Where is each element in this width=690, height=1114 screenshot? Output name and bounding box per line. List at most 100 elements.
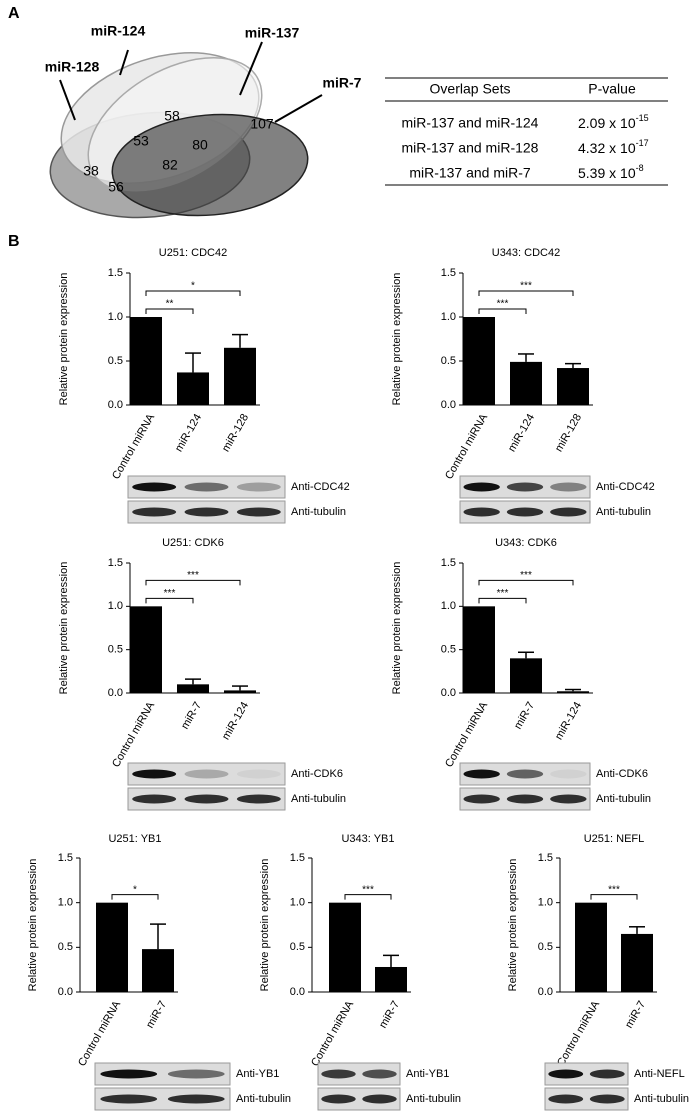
significance-label: ***	[497, 299, 509, 310]
venn-count: 82	[162, 157, 178, 173]
significance-bracket	[478, 308, 527, 314]
y-axis-label: Relative protein expression	[259, 859, 271, 992]
blot-band	[589, 1094, 625, 1104]
y-tick-label: 0.5	[441, 355, 456, 367]
table-cell: miR-137 and miR-128	[402, 140, 539, 156]
table-cell: 2.09 x 10-15	[578, 113, 649, 130]
chart-title: U343: CDC42	[492, 247, 560, 259]
y-axis-label: Relative protein expression	[27, 859, 39, 992]
venn-count: 56	[108, 179, 124, 195]
blot-band	[236, 482, 281, 492]
error-bar	[383, 954, 399, 967]
y-tick-label: 1.0	[58, 897, 73, 909]
p-value-table: Overlap Sets P-value	[385, 77, 668, 186]
bar	[224, 690, 256, 693]
y-tick-label: 1.5	[108, 557, 123, 569]
blot-band	[362, 1069, 397, 1079]
venn-set-label: miR-7	[323, 75, 362, 91]
y-tick-label: 1.0	[290, 897, 305, 909]
x-tick-label: Control miRNA	[555, 998, 602, 1068]
blot-band	[321, 1069, 356, 1079]
x-tick-label: Control miRNA	[110, 699, 157, 769]
venn-count: 58	[164, 108, 180, 124]
blot-label: Anti-tubulin	[236, 1093, 291, 1105]
y-tick-label: 0.5	[108, 355, 123, 367]
blot-label: Anti-tubulin	[291, 793, 346, 805]
y-tick-label: 0.0	[108, 399, 123, 411]
y-tick-label: 0.0	[441, 687, 456, 699]
x-tick-label: miR-128	[553, 412, 584, 454]
significance-bracket	[145, 597, 194, 604]
p-value-base: 5.39 x 10	[578, 165, 636, 181]
blot-band	[100, 1069, 158, 1079]
x-tick-label: miR-7	[144, 999, 169, 1030]
blot-band	[184, 482, 229, 492]
bar	[329, 902, 361, 992]
blot-band	[184, 794, 229, 804]
x-tick-label: miR-7	[377, 999, 402, 1030]
error-bar	[518, 353, 534, 362]
blot-label: Anti-YB1	[406, 1068, 449, 1080]
blot-label: Anti-CDC42	[596, 481, 655, 493]
bar	[130, 317, 162, 405]
bar	[510, 658, 542, 693]
blot-band	[548, 1094, 584, 1104]
blot-label: Anti-CDK6	[291, 768, 343, 780]
blot-label: Anti-tubulin	[596, 793, 651, 805]
blot-band	[184, 507, 229, 517]
y-tick-label: 0.5	[441, 644, 456, 656]
x-tick-label: Control miRNA	[76, 998, 123, 1068]
table-header: Overlap Sets	[430, 81, 511, 97]
chart-title: U343: CDK6	[495, 537, 557, 549]
bar	[130, 606, 162, 693]
significance-bracket	[145, 290, 241, 296]
error-bar	[629, 926, 645, 934]
x-tick-label: miR-7	[623, 999, 648, 1030]
blot-band	[167, 1069, 225, 1079]
blot-label: Anti-tubulin	[596, 506, 651, 518]
error-bar	[565, 688, 581, 692]
significance-bracket	[590, 894, 638, 900]
blot-band	[236, 794, 281, 804]
table-cell: miR-137 and miR-7	[409, 165, 531, 181]
significance-label: **	[166, 299, 174, 310]
blot-band	[132, 482, 177, 492]
p-value-base: 4.32 x 10	[578, 140, 636, 156]
blot-band	[550, 794, 587, 804]
blot-strip	[544, 1062, 629, 1086]
blot-label: Anti-tubulin	[291, 506, 346, 518]
y-axis-label: Relative protein expression	[507, 859, 519, 992]
y-tick-label: 1.0	[441, 600, 456, 612]
blot-strip	[317, 1087, 401, 1111]
y-tick-label: 0.5	[290, 941, 305, 953]
bar	[575, 902, 607, 992]
significance-label: ***	[187, 570, 199, 581]
venn-pointer	[274, 94, 323, 123]
x-tick-label: Control miRNA	[309, 998, 356, 1068]
p-value-exponent: -15	[636, 113, 649, 123]
p-value-base: 2.09 x 10	[578, 115, 636, 131]
y-tick-label: 0.5	[58, 941, 73, 953]
x-tick-label: Control miRNA	[110, 411, 157, 481]
blot-band	[550, 769, 587, 779]
blot-band	[100, 1094, 158, 1104]
bar	[557, 368, 589, 405]
x-tick-label: miR-7	[512, 700, 537, 731]
significance-label: ***	[608, 884, 620, 895]
y-tick-label: 1.5	[441, 557, 456, 569]
significance-label: *	[191, 281, 195, 292]
p-value-exponent: -17	[636, 138, 649, 148]
y-tick-label: 0.0	[538, 986, 553, 998]
bar	[375, 966, 407, 992]
blot-band	[548, 1069, 584, 1079]
venn-set-label: miR-128	[45, 59, 100, 75]
y-tick-label: 1.5	[108, 267, 123, 279]
error-bar	[518, 651, 534, 659]
venn-count: 107	[250, 116, 274, 132]
blot-label: Anti-CDC42	[291, 481, 350, 493]
bar	[621, 933, 653, 992]
blot-band	[236, 769, 281, 779]
chart-title: U251: CDK6	[162, 537, 224, 549]
table-cell: 4.32 x 10-17	[578, 138, 649, 155]
